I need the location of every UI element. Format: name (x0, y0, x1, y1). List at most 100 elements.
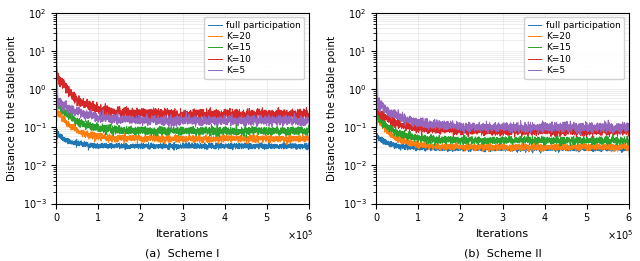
Line: K=15: K=15 (376, 111, 629, 146)
K=5 (434, 124, 442, 127)
full participation (537, 151, 545, 155)
K=15 (303, 127, 311, 130)
K=10 (434, 128, 442, 131)
Title: (a)  Scheme I: (a) Scheme I (145, 248, 220, 258)
K=15 (625, 139, 633, 142)
K=5 (111, 116, 119, 119)
K=15 (114, 130, 122, 133)
Y-axis label: Distance to the stable point: Distance to the stable point (327, 36, 337, 181)
full participation (305, 144, 313, 147)
K=5 (113, 115, 120, 118)
X-axis label: Iterations: Iterations (476, 229, 529, 239)
Legend: full participation, K=20, K=15, K=10, K=5: full participation, K=20, K=15, K=10, K=… (204, 17, 305, 79)
K=5 (372, 15, 380, 18)
Line: K=15: K=15 (56, 96, 309, 137)
K=10 (111, 110, 119, 113)
K=20 (283, 143, 291, 146)
K=15 (434, 138, 442, 141)
K=15 (305, 128, 313, 131)
K=10 (303, 109, 311, 112)
Y-axis label: Distance to the stable point: Distance to the stable point (7, 36, 17, 181)
full participation (433, 147, 440, 150)
K=15 (468, 140, 476, 143)
K=5 (303, 120, 311, 123)
full participation (625, 146, 633, 150)
K=10 (305, 112, 313, 115)
K=20 (52, 111, 60, 114)
full participation (111, 144, 119, 147)
Text: $\times10^5$: $\times10^5$ (287, 229, 313, 242)
full participation (166, 144, 173, 147)
K=5 (168, 127, 175, 130)
K=20 (373, 112, 381, 115)
K=20 (607, 150, 615, 153)
Text: $\times10^5$: $\times10^5$ (607, 229, 633, 242)
full participation (114, 146, 122, 149)
K=5 (305, 118, 313, 121)
full participation (52, 131, 60, 134)
K=20 (433, 145, 440, 148)
K=5 (431, 123, 439, 126)
full participation (373, 132, 381, 135)
X-axis label: Iterations: Iterations (156, 229, 209, 239)
K=15 (431, 138, 439, 141)
K=20 (114, 136, 122, 139)
full participation (623, 146, 631, 150)
K=10 (372, 105, 380, 108)
K=10 (623, 127, 631, 130)
full participation (53, 128, 61, 131)
full participation (434, 145, 442, 148)
K=10 (212, 121, 220, 124)
K=20 (486, 146, 493, 149)
Line: K=10: K=10 (376, 106, 629, 137)
full participation (486, 147, 493, 151)
K=5 (576, 133, 584, 136)
K=20 (166, 137, 173, 140)
K=15 (556, 145, 564, 148)
K=15 (166, 131, 173, 134)
K=20 (113, 138, 120, 141)
K=10 (114, 108, 122, 111)
full participation (372, 136, 380, 139)
K=5 (486, 127, 493, 130)
K=15 (52, 100, 60, 103)
K=5 (148, 120, 156, 123)
K=5 (625, 128, 633, 131)
Legend: full participation, K=20, K=15, K=10, K=5: full participation, K=20, K=15, K=10, K=… (524, 17, 625, 79)
K=10 (166, 115, 173, 118)
K=20 (111, 139, 119, 143)
K=10 (113, 109, 120, 112)
K=10 (468, 128, 476, 131)
K=15 (486, 138, 493, 141)
full participation (431, 149, 439, 152)
K=10 (486, 129, 493, 132)
K=10 (52, 66, 60, 69)
K=15 (243, 136, 250, 139)
Line: K=5: K=5 (376, 16, 629, 135)
full participation (468, 146, 476, 150)
K=20 (305, 137, 313, 140)
Line: K=10: K=10 (56, 67, 309, 122)
K=20 (623, 146, 631, 149)
K=10 (431, 130, 439, 133)
K=15 (623, 139, 631, 142)
K=15 (148, 134, 156, 137)
Line: K=20: K=20 (376, 113, 629, 152)
K=5 (623, 125, 631, 128)
K=20 (53, 103, 61, 106)
K=10 (372, 112, 380, 115)
K=10 (433, 127, 440, 130)
K=5 (468, 125, 476, 128)
full participation (170, 149, 178, 152)
K=20 (372, 117, 380, 120)
K=15 (433, 140, 440, 143)
K=20 (148, 138, 156, 141)
K=15 (372, 109, 380, 112)
K=20 (625, 143, 633, 146)
Line: K=20: K=20 (56, 104, 309, 145)
full participation (148, 144, 156, 147)
Title: (b)  Scheme II: (b) Scheme II (463, 248, 541, 258)
Line: full participation: full participation (56, 129, 309, 150)
Line: K=5: K=5 (56, 16, 309, 129)
K=15 (113, 127, 120, 130)
